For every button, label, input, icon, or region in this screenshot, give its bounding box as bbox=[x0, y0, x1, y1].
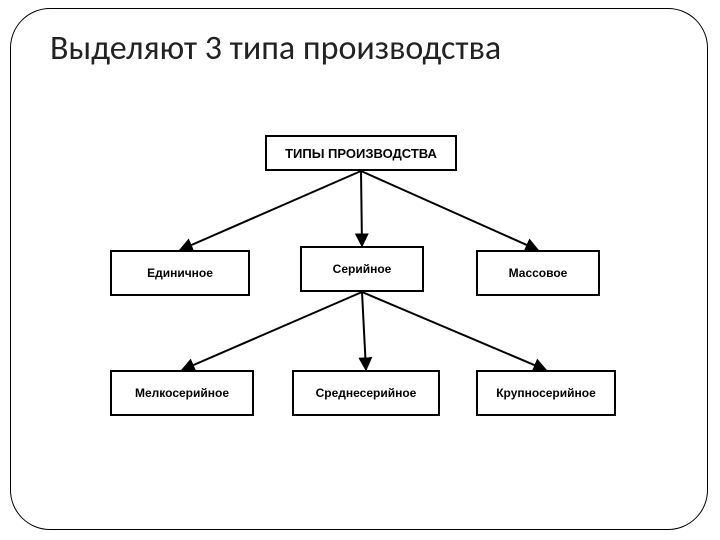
node-unit: Единичное bbox=[110, 250, 250, 296]
node-medium: Среднесерийное bbox=[292, 370, 440, 416]
node-small: Мелкосерийное bbox=[110, 370, 254, 416]
edge-root-mass bbox=[361, 171, 538, 250]
edge-root-unit bbox=[180, 171, 361, 250]
tree-diagram: ТИПЫ ПРОИЗВОДСТВА Единичное Серийное Массов… bbox=[0, 0, 720, 540]
edge-serial-medium bbox=[362, 292, 366, 370]
node-mass: Массовое bbox=[476, 250, 600, 296]
node-serial: Серийное bbox=[300, 246, 424, 292]
edge-serial-large bbox=[362, 292, 546, 370]
edge-root-serial bbox=[361, 171, 362, 246]
node-large: Крупносерийное bbox=[476, 370, 616, 416]
edge-serial-small bbox=[182, 292, 362, 370]
node-root: ТИПЫ ПРОИЗВОДСТВА bbox=[265, 135, 457, 171]
